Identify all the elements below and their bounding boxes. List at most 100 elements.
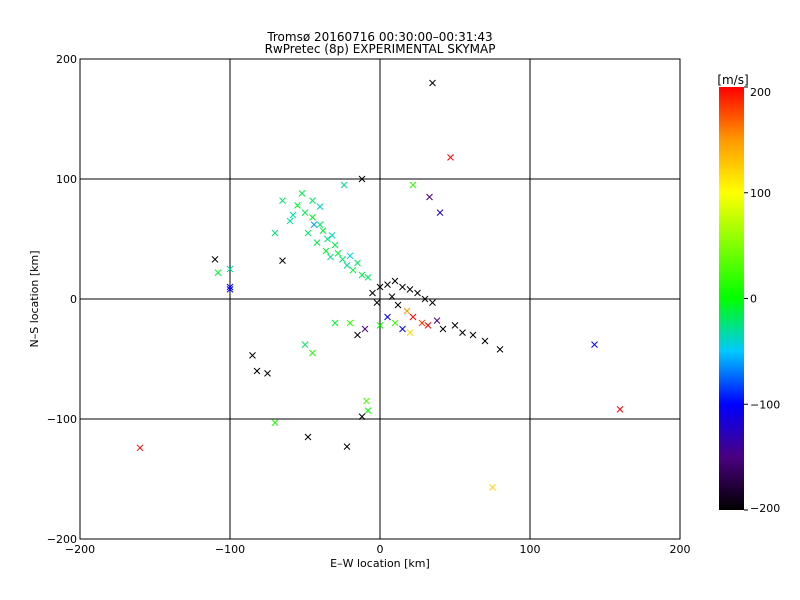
x-tick-label: −100 [215,543,245,556]
data-point-cross [310,221,318,228]
data-point-cross [211,256,219,263]
data-point-cross [309,349,316,357]
data-point-cross [436,209,444,216]
data-point-cross [616,406,624,413]
chart-subtitle: RwPretec (8p) EXPERIMENTAL SKYMAP [265,42,496,56]
data-point-cross [271,419,279,426]
data-point-cross [384,313,391,321]
y-tick-label: 100 [56,173,77,186]
data-point-cross [354,331,361,339]
data-point-cross [309,197,316,204]
data-point-cross [414,289,421,297]
colorbar-ticks: 200 100 0 −100 −200 [744,86,780,515]
data-point-cross [358,271,366,279]
data-point-cross [343,443,351,450]
data-point-cross [136,444,144,452]
data-point-cross [403,307,411,315]
data-point-cross [328,232,336,239]
data-point-cross [406,286,414,293]
data-point-cross [319,227,327,234]
data-point-cross [391,319,399,327]
y-axis-ticks: −200 −100 0 100 200 [47,53,77,546]
data-point-cross [369,289,376,297]
data-point-cross [324,235,331,243]
data-point-cross [424,322,432,329]
x-tick-label: 100 [520,543,541,556]
data-point-cross [591,341,598,348]
data-point-cross [327,253,334,261]
data-point-cross [226,283,234,291]
data-point-cross [399,325,406,333]
data-point-cross [339,256,346,263]
data-point-cross [334,250,342,257]
data-point-cross [286,217,294,225]
data-point-cross [301,209,309,216]
data-point-cross [376,322,384,329]
data-point-cross [373,299,381,306]
data-point-cross [496,346,504,353]
data-point-cross [384,281,391,288]
data-points [136,79,624,491]
data-point-cross [489,484,496,491]
data-point-cross [340,181,348,189]
data-point-cross [481,337,489,345]
data-point-cross [469,331,477,339]
data-point-cross [289,211,297,219]
data-point-cross [388,293,396,300]
data-point-cross [331,241,339,249]
y-tick-label: −200 [47,533,77,546]
data-point-cross [451,322,459,329]
data-point-cross [226,265,234,273]
data-point-cross [279,197,286,204]
data-point-cross [376,283,384,291]
colorbar-tick-label: −100 [750,398,780,411]
data-point-cross [399,283,406,291]
chart-title: Tromsø 20160716 00:30:00–00:31:43 [266,30,492,44]
y-tick-label: −100 [47,413,77,426]
data-point-cross [364,407,372,414]
data-point-cross [226,286,234,293]
data-point-cross [361,325,369,333]
data-point-cross [298,190,306,197]
data-point-cross [309,214,316,221]
data-point-cross [447,154,454,161]
data-point-cross [349,266,357,274]
data-point-cross [429,79,436,87]
data-point-cross [363,397,370,405]
data-point-cross [406,329,414,336]
x-tick-label: −200 [65,543,95,556]
data-point-cross [409,181,417,189]
x-axis-label: E–W location [km] [330,557,430,570]
data-point-cross [264,370,271,377]
colorbar-tick-label: 100 [750,187,771,200]
data-point-cross [394,301,402,309]
data-point-cross [439,325,447,333]
data-point-cross [294,202,301,209]
data-point-cross [313,239,321,246]
data-point-cross [364,274,372,281]
data-point-cross [426,193,433,201]
data-point-cross [418,319,426,327]
data-point-cross [249,352,256,359]
data-point-cross [214,269,222,276]
colorbar-tick-label: −200 [750,502,780,515]
data-point-cross [346,252,354,260]
grid-lines [80,59,680,539]
data-point-cross [304,433,312,441]
data-point-cross [331,319,339,327]
data-point-cross [279,257,286,264]
data-point-cross [433,317,441,324]
colorbar-tick-label: 0 [750,293,757,306]
data-point-cross [346,319,354,327]
data-point-cross [429,299,436,306]
data-point-cross [301,341,309,348]
data-point-cross [304,229,312,237]
y-tick-label: 0 [70,293,77,306]
data-point-cross [409,313,417,321]
data-point-cross [316,221,324,228]
x-axis-ticks: −200 −100 0 100 200 [65,543,691,556]
y-tick-label: 200 [56,53,77,66]
x-tick-label: 0 [377,543,384,556]
